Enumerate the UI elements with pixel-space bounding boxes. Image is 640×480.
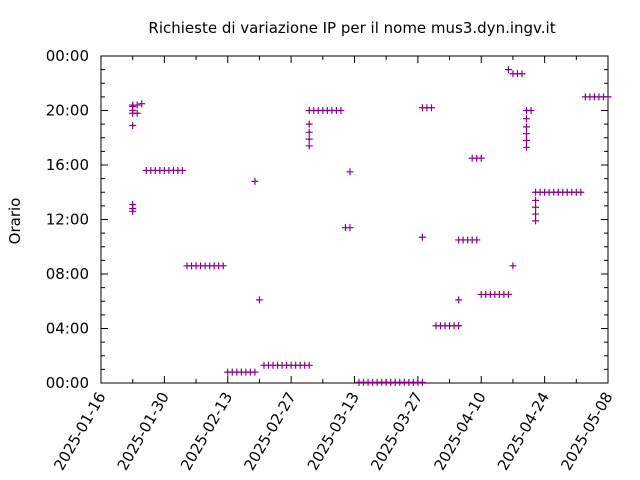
data-point — [532, 196, 540, 204]
data-point — [427, 104, 435, 112]
data-point — [129, 121, 137, 129]
data-point — [532, 210, 540, 218]
x-tick-label: 2025-01-30 — [114, 389, 173, 474]
data-point — [527, 107, 535, 114]
data-point — [346, 168, 354, 176]
axis-ticks — [100, 55, 609, 384]
data-point — [604, 93, 612, 101]
y-tick-label: 16:00 — [46, 156, 89, 174]
y-axis-label: Orario — [6, 198, 24, 245]
data-point — [523, 143, 531, 151]
data-points — [129, 66, 612, 386]
data-point — [305, 128, 313, 136]
x-tick-label: 2025-02-13 — [177, 389, 236, 474]
data-point — [532, 203, 540, 211]
data-point — [305, 142, 313, 150]
data-point — [255, 296, 263, 304]
data-point — [504, 290, 512, 298]
x-tick-label: 2025-03-27 — [367, 389, 426, 474]
data-point — [455, 296, 463, 304]
data-point — [129, 207, 137, 215]
data-point — [518, 70, 526, 78]
data-point — [138, 100, 146, 108]
y-tick-label: 00:00 — [46, 374, 89, 392]
x-tick-label: 2025-05-08 — [557, 389, 616, 474]
data-point — [455, 322, 463, 330]
x-tick-label: 2025-04-24 — [494, 389, 553, 474]
data-point — [133, 101, 141, 109]
data-point — [305, 135, 313, 143]
data-point — [509, 262, 517, 270]
y-tick-labels: 00:00 04:00 08:00 12:00 16:00 20:00 00:00 — [46, 47, 89, 392]
x-tick-labels: 2025-01-16 2025-01-30 2025-02-13 2025-02-27… — [50, 389, 616, 474]
x-tick-label: 2025-02-27 — [240, 389, 299, 474]
y-tick-label: 20:00 — [46, 102, 89, 120]
data-point — [219, 262, 227, 270]
data-point — [523, 123, 531, 131]
y-tick-label: 08:00 — [46, 265, 89, 283]
y-tick-label: 12:00 — [46, 211, 89, 229]
data-point — [418, 378, 426, 386]
data-point — [477, 154, 485, 162]
data-point — [133, 109, 141, 117]
data-point — [251, 177, 259, 185]
data-point — [178, 166, 186, 174]
x-tick-label: 2025-04-10 — [431, 389, 490, 474]
data-point — [523, 130, 531, 138]
data-point — [473, 236, 481, 244]
data-point — [251, 368, 259, 376]
data-point — [418, 233, 426, 241]
y-tick-label: 04:00 — [46, 320, 89, 338]
y-tick-label: 00:00 — [46, 47, 89, 65]
data-point — [577, 188, 585, 196]
data-point — [305, 361, 313, 369]
plot-frame — [100, 55, 609, 384]
data-point — [305, 120, 313, 128]
data-point — [523, 115, 531, 123]
data-point — [523, 136, 531, 144]
data-point — [532, 217, 540, 225]
x-tick-label: 2025-03-13 — [304, 389, 363, 474]
data-point — [504, 66, 512, 74]
data-point — [337, 107, 345, 114]
x-tick-label: 2025-01-16 — [50, 389, 109, 474]
data-point — [346, 224, 354, 232]
chart-title: Richieste di variazione IP per il nome m… — [148, 19, 555, 37]
